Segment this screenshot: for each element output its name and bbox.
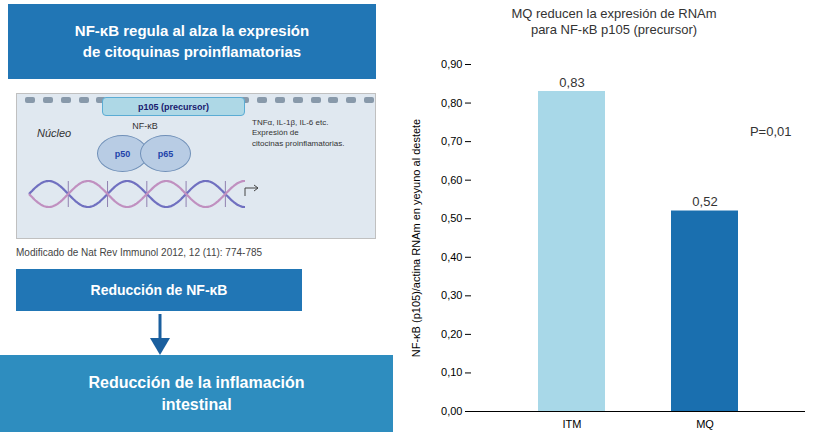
html-text:MQ reducen la expresión de RNA: MQ reducen la expresión de RNAm para NF-… (511, 6, 717, 38)
html-text:Reducción de NF-κB: Reducción de NF-κB (90, 282, 228, 298)
svg-text:0,83: 0,83 (559, 75, 584, 90)
svg-text:P=0,01: P=0,01 (750, 124, 792, 139)
html-text:TNFα, IL-1β, IL-6 etc. Expresi: TNFα, IL-1β, IL-6 etc. Expresión de cito… (252, 118, 345, 148)
svg-text:0,10: 0,10 (441, 366, 462, 378)
svg-text:0,30: 0,30 (441, 289, 462, 301)
html-text:p50: p50 (114, 148, 131, 159)
html-text:Modificado de Nat Rev Immunol: Modificado de Nat Rev Immunol 2012, 12 (… (16, 247, 263, 258)
html-text:NF-κB: NF-κB (132, 121, 158, 131)
svg-text:0,52: 0,52 (692, 194, 717, 209)
svg-text:ITM: ITM (563, 418, 582, 430)
svg-text:0,60: 0,60 (441, 174, 462, 186)
svg-text:0,50: 0,50 (441, 212, 462, 224)
html-text:p105 (precursor): p105 (precursor) (138, 101, 209, 112)
svg-text:0,70: 0,70 (441, 135, 462, 147)
html-text:NF-κB regula al alza la expres: NF-κB regula al alza la expresión de cit… (74, 22, 310, 60)
html-text:Núcleo: Núcleo (37, 127, 72, 139)
svg-text:NF-κB (p105)/actina RNAm en ye: NF-κB (p105)/actina RNAm en yeyuno al de… (410, 119, 422, 357)
svg-text:0,90: 0,90 (441, 58, 462, 70)
html-text:p65: p65 (157, 148, 174, 159)
svg-text:0,40: 0,40 (441, 251, 462, 263)
svg-text:0,00: 0,00 (441, 405, 462, 417)
html-text:Reducción de la inflamación in: Reducción de la inflamación intestinal (88, 373, 305, 413)
svg-text:MQ: MQ (696, 418, 714, 430)
svg-text:0,20: 0,20 (441, 328, 462, 340)
svg-text:0,80: 0,80 (441, 97, 462, 109)
